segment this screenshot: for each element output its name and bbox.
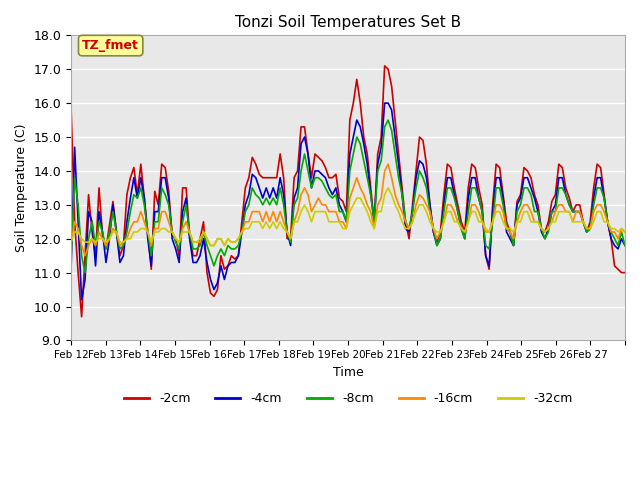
-16cm — [81, 253, 89, 259]
-4cm — [527, 185, 535, 191]
Legend: -2cm, -4cm, -8cm, -16cm, -32cm: -2cm, -4cm, -8cm, -16cm, -32cm — [119, 387, 577, 410]
-2cm — [182, 185, 190, 191]
-2cm — [381, 63, 388, 69]
-8cm — [621, 243, 629, 249]
-32cm — [228, 239, 236, 245]
-16cm — [378, 195, 385, 201]
-16cm — [182, 219, 190, 225]
Line: -8cm: -8cm — [71, 120, 625, 273]
-8cm — [433, 243, 441, 249]
-32cm — [527, 219, 535, 225]
-32cm — [384, 185, 392, 191]
-16cm — [600, 209, 608, 215]
Line: -16cm: -16cm — [71, 164, 625, 256]
-2cm — [78, 314, 86, 320]
-32cm — [433, 229, 441, 235]
-16cm — [527, 209, 535, 215]
Line: -4cm: -4cm — [71, 103, 625, 300]
-4cm — [228, 260, 236, 265]
-2cm — [433, 239, 441, 245]
-4cm — [600, 195, 608, 201]
-32cm — [621, 229, 629, 235]
-2cm — [527, 175, 535, 180]
-8cm — [527, 192, 535, 198]
-8cm — [228, 246, 236, 252]
-32cm — [378, 209, 385, 215]
-4cm — [621, 243, 629, 249]
-4cm — [381, 100, 388, 106]
Y-axis label: Soil Temperature (C): Soil Temperature (C) — [15, 124, 28, 252]
-32cm — [207, 243, 214, 249]
-4cm — [67, 263, 75, 269]
-32cm — [600, 219, 608, 225]
Title: Tonzi Soil Temperatures Set B: Tonzi Soil Temperatures Set B — [235, 15, 461, 30]
-4cm — [182, 195, 190, 201]
-4cm — [433, 243, 441, 249]
-16cm — [67, 239, 75, 245]
-8cm — [182, 202, 190, 208]
-4cm — [78, 297, 86, 303]
-16cm — [228, 239, 236, 245]
Line: -32cm: -32cm — [71, 188, 625, 246]
-32cm — [67, 239, 75, 245]
-16cm — [621, 229, 629, 235]
-16cm — [433, 236, 441, 241]
-2cm — [621, 270, 629, 276]
-8cm — [600, 195, 608, 201]
Line: -2cm: -2cm — [71, 66, 625, 317]
-2cm — [378, 134, 385, 140]
-8cm — [67, 253, 75, 259]
-8cm — [384, 117, 392, 123]
-8cm — [378, 158, 385, 164]
Text: TZ_fmet: TZ_fmet — [82, 39, 139, 52]
-16cm — [384, 161, 392, 167]
-4cm — [378, 144, 385, 150]
-2cm — [67, 107, 75, 113]
-2cm — [600, 192, 608, 198]
-32cm — [179, 229, 186, 235]
-2cm — [228, 253, 236, 259]
-8cm — [81, 270, 89, 276]
X-axis label: Time: Time — [333, 366, 364, 379]
